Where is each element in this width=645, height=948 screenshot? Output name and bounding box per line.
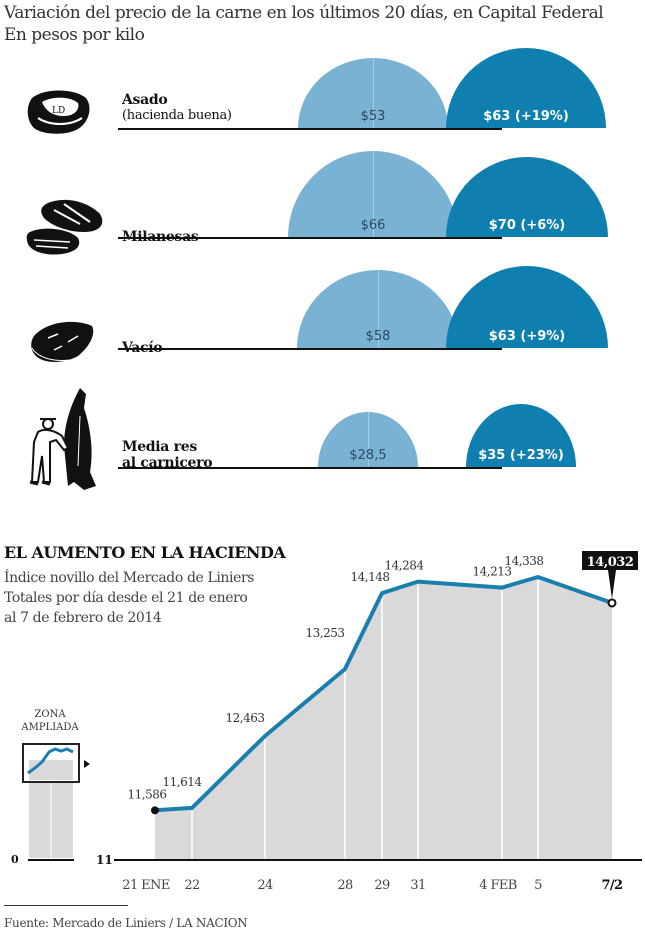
product-sublabel: (hacienda buena) [122,108,232,123]
value-label: 12,463 [226,711,265,725]
value-label: 11,586 [128,787,167,801]
x-tick-label: 4 FEB [479,878,517,893]
x-tick-label: 24 [257,878,273,893]
value-label: 14,284 [385,559,425,573]
vacio-icon [24,316,99,370]
old-price-dome-label: $58 [365,329,391,344]
product-name: Asado [122,92,168,108]
new-price-dome: $35 (+23%) [466,404,576,467]
svg-text:LD: LD [52,106,65,116]
highlight-value-label: 14,032 [587,555,634,570]
header-subtitle: En pesos por kilo [4,25,145,45]
value-label: 13,253 [306,626,345,640]
old-price-dome-label: $53 [360,109,386,124]
y-baseline-label: 11 [96,853,113,867]
old-price-dome-label: $66 [360,218,386,233]
old-price-dome: $58 [297,270,459,348]
inset-arrow-icon [84,760,90,768]
inset-label-line-1: ZONA [34,709,66,720]
price-row-baseline [118,237,502,239]
value-label: 11,614 [163,775,203,789]
new-price-dome: $70 (+6%) [446,157,608,237]
value-label: 14,148 [351,570,390,584]
asado-icon: LD [24,88,94,142]
chart-subtitle-line-1: Índice novillo del Mercado de Liniers [4,570,255,586]
area-fill [155,577,612,860]
inset-frame [22,743,80,783]
price-row-baseline [118,128,502,130]
callout-pointer [608,570,616,599]
new-price-dome: $63 (+9%) [446,266,608,348]
chart-subtitle-line-3: al 7 de febrero de 2014 [4,610,162,626]
source-footer: Fuente: Mercado de Liniers / LA NACION [4,916,248,930]
new-price-dome-label: $63 (+19%) [483,109,569,124]
old-price-dome: $53 [298,58,448,128]
value-label: 14,338 [505,554,544,568]
x-tick-label: 22 [184,878,199,893]
inset-label-line-2: AMPLIADA [20,722,79,733]
price-row-baseline [118,348,502,350]
new-price-dome: $63 (+19%) [446,48,606,128]
old-price-dome: $66 [288,151,458,237]
new-price-dome-label: $35 (+23%) [478,448,564,463]
header-title: Variación del precio de la carne en los … [4,3,604,23]
x-tick-label: 28 [337,878,353,893]
product-name: Media res [122,439,197,455]
series-line [154,575,613,813]
chart-subtitle-line-2: Totales por día desde el 21 de enero [4,590,248,606]
value-label: 14,213 [473,565,512,579]
inset-baseline-label: 0 [11,853,19,866]
new-price-dome-label: $70 (+6%) [488,218,566,233]
x-tick-label: 29 [374,878,390,893]
x-tick-label: 21 ENE [122,878,170,893]
x-tick-label: 5 [534,878,542,893]
new-price-dome-label: $63 (+9%) [488,329,566,344]
price-row-label: Asado (hacienda buena) [122,92,232,124]
milanesas-icon [24,196,109,265]
price-row-baseline [118,467,502,469]
media-res-icon [24,386,99,495]
x-tick-label: 7/2 [601,878,622,893]
inset-area [29,745,73,858]
inset-zoom-indicator: ZONA AMPLIADA 0 [11,709,90,866]
chart-title: EL AUMENTO EN LA HACIENDA [4,543,286,562]
footer-rule [4,905,128,906]
old-price-dome-label: $28,5 [349,448,387,463]
old-price-dome: $28,5 [318,412,418,467]
inset-mini-line [27,747,74,775]
end-point [607,598,617,608]
highlight-callout [582,551,638,570]
x-tick-label: 31 [410,878,425,893]
start-point [151,806,159,815]
